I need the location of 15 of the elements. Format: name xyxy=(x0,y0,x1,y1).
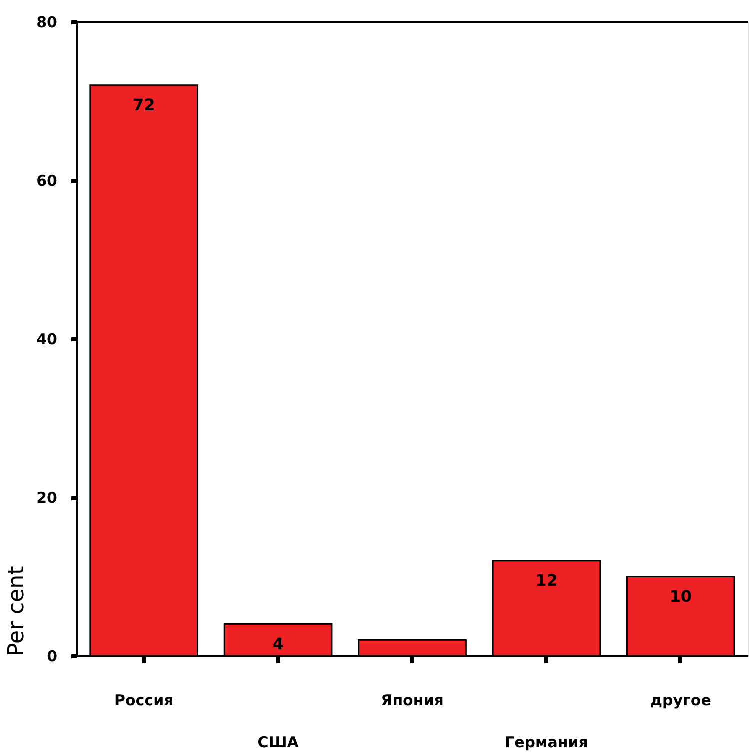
x-tick-label: США xyxy=(258,734,300,752)
y-tick-label: 0 xyxy=(47,648,58,666)
y-tick-label: 40 xyxy=(36,330,58,348)
data-label: 12 xyxy=(536,570,558,590)
data-label: 72 xyxy=(132,95,156,114)
x-tick-label: Япония xyxy=(381,692,444,710)
data-label: 10 xyxy=(670,586,692,606)
x-tick-label: другое xyxy=(650,692,712,710)
y-tick-label: 60 xyxy=(36,172,58,190)
x-tick-label: Германия xyxy=(505,734,588,752)
y-axis-title: Per cent xyxy=(4,566,30,656)
x-tick-label: Россия xyxy=(114,692,174,710)
y-tick-label: 80 xyxy=(36,14,58,32)
data-label: 4 xyxy=(272,634,284,654)
y-tick-label: 20 xyxy=(36,489,58,507)
